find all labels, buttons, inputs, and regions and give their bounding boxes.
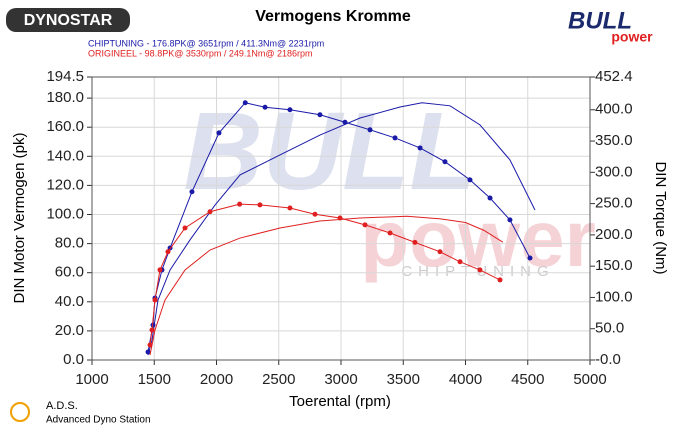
series-line [149, 215, 504, 356]
y2-tick-label: 300.0 [595, 163, 633, 180]
y2-axis-label: DIN Torque (Nm) [652, 161, 669, 274]
data-point [362, 222, 368, 228]
data-point [442, 159, 448, 165]
legend-entry: CHIPTUNING - 176.8PK@ 3651rpm / 411.3Nm@… [88, 38, 324, 48]
y2-tick-label: 350.0 [595, 132, 633, 149]
data-point [387, 230, 393, 236]
y2-tick-label: 452.4 [595, 68, 633, 85]
data-point [497, 277, 503, 283]
y2-tick-label: 200.0 [595, 226, 633, 243]
ads-logo [10, 402, 30, 422]
watermark-power: power [360, 194, 596, 283]
data-point [182, 225, 188, 231]
y2-tick-label: 100.0 [595, 288, 633, 305]
y2-tick-label: 400.0 [595, 101, 633, 118]
data-point [257, 202, 263, 208]
x-tick-label: 3000 [324, 371, 357, 388]
data-point [412, 239, 418, 245]
y-tick-label: 160.0 [46, 118, 84, 135]
data-point [237, 201, 243, 207]
data-point [189, 189, 195, 195]
y2-tick-label: 150.0 [595, 257, 633, 274]
power-logo: power [611, 29, 653, 45]
x-tick-label: 4000 [449, 371, 482, 388]
y-tick-label: 120.0 [46, 176, 84, 193]
data-point [417, 145, 423, 151]
y2-tick-label: -0.0 [595, 351, 621, 368]
data-point [242, 100, 248, 106]
y-tick-label: 180.0 [46, 89, 84, 106]
data-point [477, 267, 483, 273]
dynostar-text: DYNOSTAR [24, 12, 113, 29]
y-tick-label: 80.0 [55, 235, 84, 252]
data-point [262, 104, 268, 110]
data-point [149, 327, 155, 333]
plot-frame [91, 76, 591, 361]
y-tick-label: 60.0 [55, 264, 84, 281]
data-point [527, 255, 533, 261]
x-tick-label: 2000 [200, 371, 233, 388]
dynostar-logo [6, 8, 130, 32]
watermark: BULL power CHIPTUNING [183, 90, 595, 283]
data-point [287, 107, 293, 113]
y-tick-label: 0.0 [63, 351, 84, 368]
data-point [487, 195, 493, 201]
data-point [207, 209, 213, 215]
series-line [147, 102, 536, 356]
y2-tick-label: 250.0 [595, 195, 633, 212]
x-tick-label: 5000 [573, 371, 606, 388]
y-tick-label: 20.0 [55, 322, 84, 339]
y-tick-label: 140.0 [46, 147, 84, 164]
data-point [317, 112, 323, 118]
y2-tick-label: 50.0 [595, 320, 624, 337]
y-tick-label: 100.0 [46, 205, 84, 222]
y-axis-label: DIN Motor Vermogen (pk) [11, 133, 28, 304]
data-point [157, 267, 163, 273]
series-line [147, 102, 531, 353]
bull-logo: BULL [568, 7, 632, 34]
data-point [467, 177, 473, 183]
data-point [507, 217, 513, 223]
y-tick-label: 40.0 [55, 293, 84, 310]
data-point [216, 130, 222, 136]
data-point [437, 249, 443, 255]
ads-full-text: Advanced Dyno Station [46, 415, 151, 426]
data-point [312, 211, 318, 217]
data-point [152, 297, 158, 303]
data-point [392, 135, 398, 141]
watermark-bull: BULL [183, 90, 476, 213]
data-point [165, 249, 171, 255]
watermark-sub: CHIPTUNING [401, 263, 554, 280]
x-tick-label: 2500 [262, 371, 295, 388]
ads-text: A.D.S. [46, 400, 78, 412]
y-tick-label: 194.5 [46, 68, 84, 85]
legend-entry: ORIGINEEL - 98.8PK@ 3530rpm / 249.1Nm@ 2… [88, 48, 313, 58]
x-tick-label: 4500 [511, 371, 544, 388]
data-point [367, 127, 373, 133]
data-point [457, 259, 463, 265]
data-point [287, 205, 293, 211]
x-tick-label: 1000 [75, 371, 108, 388]
x-axis-label: Toerental (rpm) [289, 393, 391, 410]
x-tick-label: 1500 [138, 371, 171, 388]
x-tick-label: 3500 [387, 371, 420, 388]
chart-title: Vermogens Kromme [255, 8, 411, 25]
